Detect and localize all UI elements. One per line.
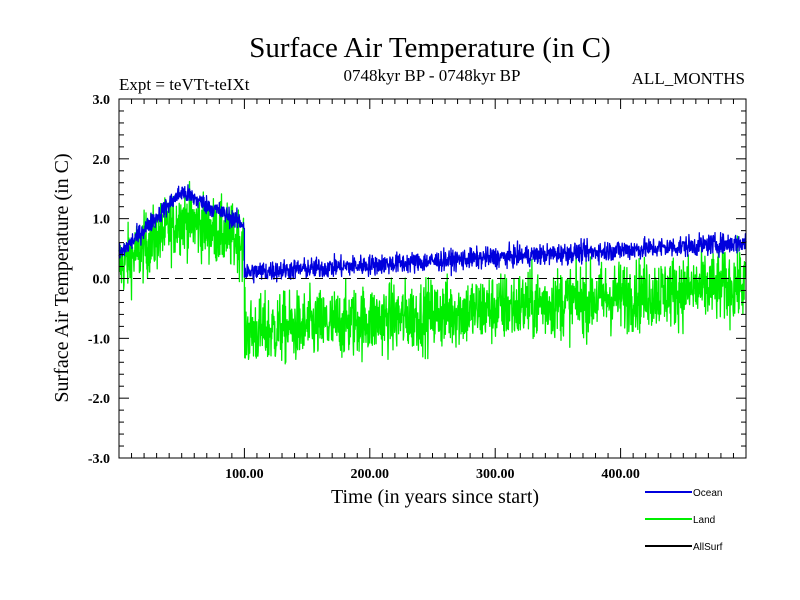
y-tick-label: 2.0 <box>93 153 111 168</box>
chart-title: Surface Air Temperature (in C) <box>249 32 610 64</box>
legend-label-land: Land <box>693 515 715 526</box>
period-label: 0748kyr BP - 0748kyr BP <box>344 66 521 85</box>
x-tick-label: 100.00 <box>225 467 264 482</box>
series-line-ocean <box>118 184 747 284</box>
y-tick-label: -1.0 <box>88 332 110 347</box>
y-tick-label: -3.0 <box>88 452 110 467</box>
series-line-land <box>118 180 747 365</box>
y-axis-label: Surface Air Temperature (in C) <box>51 153 73 402</box>
plot-data <box>118 180 747 365</box>
x-tick-labels: 100.00 200.00 300.00 400.00 <box>225 467 640 482</box>
x-tick-label: 400.00 <box>601 467 640 482</box>
plot-frame <box>118 98 747 459</box>
months-label: ALL_MONTHS <box>632 69 745 88</box>
y-tick-label: -2.0 <box>88 392 110 407</box>
y-tick-label: 0.0 <box>93 273 111 288</box>
y-tick-labels: 3.0 2.0 1.0 0.0 -1.0 -2.0 -3.0 <box>88 93 110 467</box>
y-tick-label: 1.0 <box>93 213 111 228</box>
x-axis-label: Time (in years since start) <box>331 486 539 508</box>
experiment-label: Expt = teVTt-teIXt <box>119 75 250 94</box>
legend-label-allsurf: AllSurf <box>693 542 723 553</box>
legend-label-ocean: Ocean <box>693 488 722 499</box>
x-tick-label: 300.00 <box>476 467 515 482</box>
x-tick-label: 200.00 <box>351 467 390 482</box>
legend: Ocean Land AllSurf <box>645 488 723 553</box>
y-tick-label: 3.0 <box>93 93 111 108</box>
